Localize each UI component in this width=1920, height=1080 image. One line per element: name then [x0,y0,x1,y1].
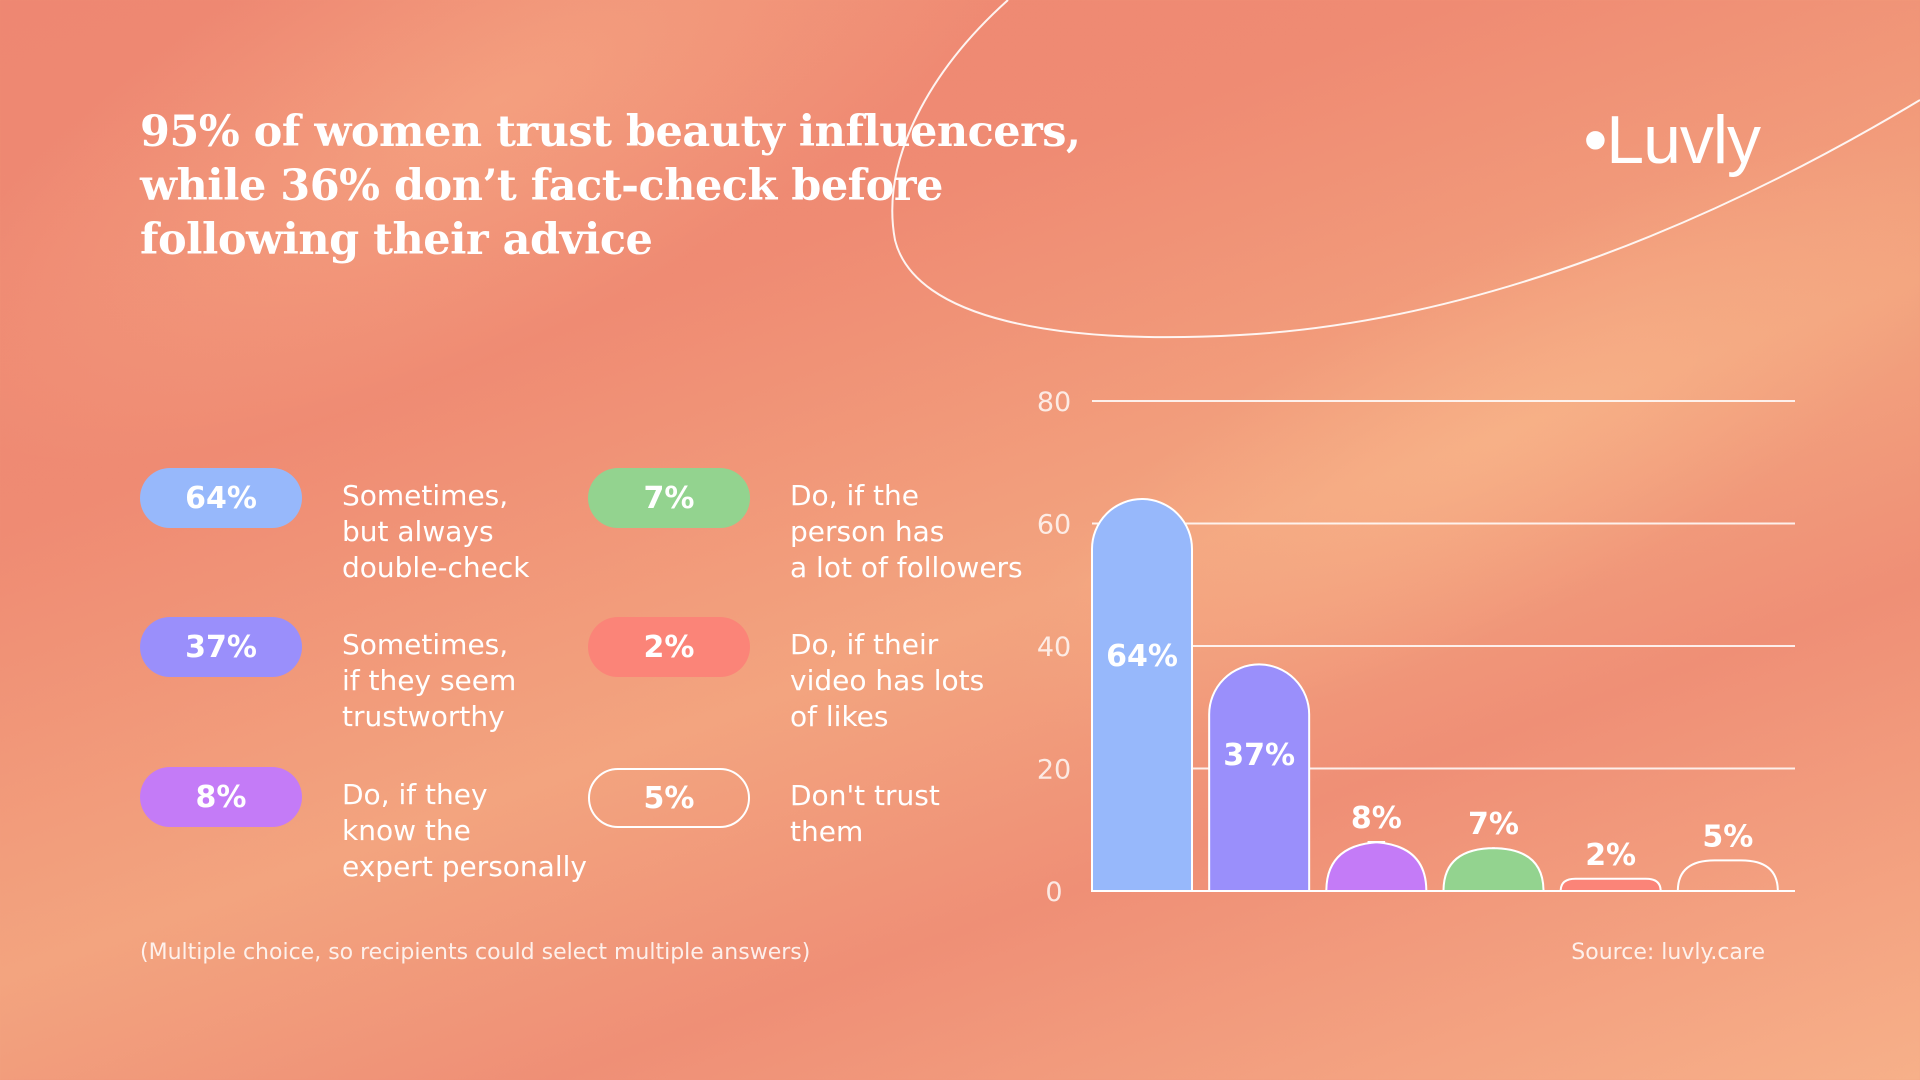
legend-label-line: Sometimes, [342,479,509,512]
legend-label: Do, if their video has lots of likes [790,627,1060,735]
footnote: (Multiple choice, so recipients could se… [140,940,811,965]
legend-value-pill: 37% [140,617,302,677]
legend-label-line: expert personally [342,850,587,883]
bar [1442,847,1545,892]
bar-value-label: 5% [1702,819,1753,854]
legend-value-pill: 8% [140,767,302,827]
legend-value-pill: 5% [588,768,750,828]
legend-label-line: Do, if the [790,479,919,512]
bar-value-label: 2% [1585,838,1636,873]
legend-label: Do, if they know the expert personally [342,777,612,885]
bar [1325,841,1428,892]
title-line: while 36% don’t fact-check before [140,161,943,211]
y-tick-label: 80 [1037,387,1071,418]
y-tick-label: 40 [1037,632,1071,663]
title-line: 95% of women trust beauty influencers, [140,107,1081,157]
brand-logo: •Luvly [1583,102,1761,178]
bar [1091,498,1193,892]
legend-label-line: person has [790,515,945,548]
legend-value-pill: 7% [588,468,750,528]
legend-label: Sometimes, if they seem trustworthy [342,627,612,735]
legend-label-line: them [790,815,864,848]
legend-label-line: Do, if their [790,628,939,661]
legend-item: 37% Sometimes, if they seem trustworthy [140,617,612,735]
legend-value-pill: 2% [588,617,750,677]
y-tick-label: 0 [1045,877,1062,908]
legend-label: Sometimes, but always double-check [342,478,612,586]
legend-label-line: Don't trust [790,779,940,812]
legend-label-line: of likes [790,700,889,733]
legend-item: 5% Don't trust them [588,768,1060,850]
bar-value-label: 37% [1223,738,1295,773]
y-tick-label: 60 [1037,510,1071,541]
bar [1208,663,1311,892]
legend-label-line: a lot of followers [790,551,1023,584]
legend-item: 64% Sometimes, but always double-check [140,468,612,586]
legend-label-line: double-check [342,551,530,584]
legend-label-line: trustworthy [342,700,505,733]
bar [1676,859,1779,892]
bar-value-label: 7% [1468,807,1519,842]
y-tick-label: 20 [1037,755,1071,786]
legend-label-line: Do, if they [342,778,488,811]
bar-value-label: 64% [1106,639,1178,674]
title-line: following their advice [140,215,653,265]
bar-chart: 0 20 40 60 80 64% 37% 8% 7% 2% 5% [1037,387,1795,908]
legend-label-line: Sometimes, [342,628,509,661]
source-note: Source: luvly.care [1571,940,1765,965]
legend-label-line: if they seem [342,664,517,697]
page-title: 95% of women trust beauty influencers, w… [140,105,1081,267]
legend-item: 2% Do, if their video has lots of likes [588,617,1060,735]
legend-label-line: know the [342,814,471,847]
legend-label-line: video has lots [790,664,985,697]
legend-label: Do, if the person has a lot of followers [790,478,1060,586]
legend-label-line: but always [342,515,494,548]
legend-item: 7% Do, if the person has a lot of follow… [588,468,1060,586]
bar [1559,877,1662,892]
bar-value-label: 8% [1351,801,1402,836]
legend-value-pill: 64% [140,468,302,528]
legend-item: 8% Do, if they know the expert personall… [140,767,612,885]
legend-label: Don't trust them [790,778,1060,850]
